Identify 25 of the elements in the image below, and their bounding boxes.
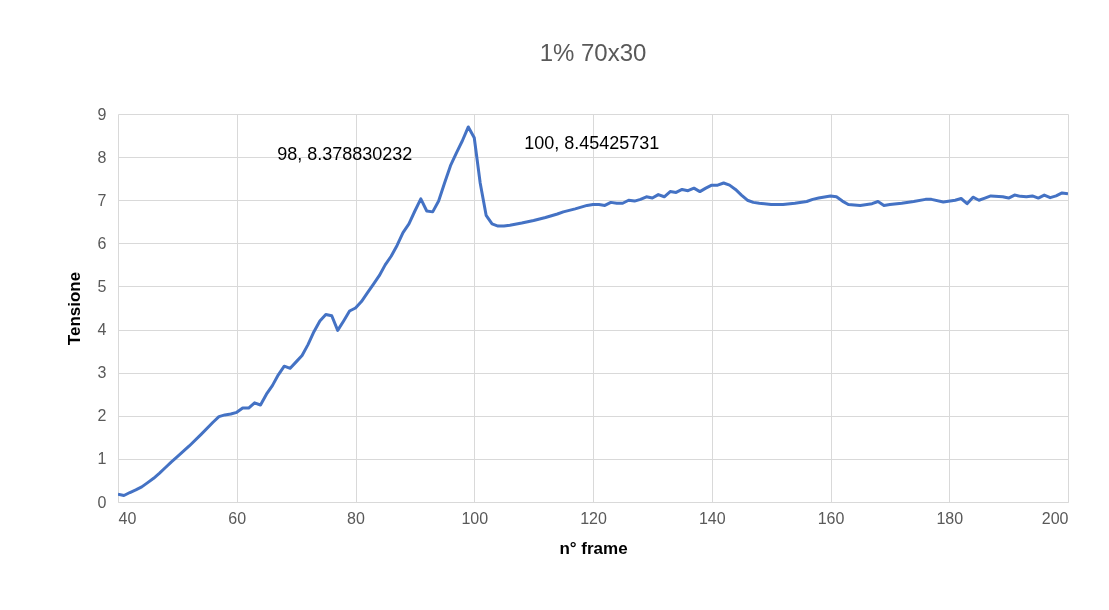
x-tick-label: 80 — [347, 509, 365, 527]
y-tick-label: 2 — [97, 407, 107, 425]
chart-title: 1% 70x30 — [539, 39, 647, 66]
annotation: 100, 8.45425731 — [524, 132, 660, 153]
annotation: 98, 8.378830232 — [277, 143, 413, 164]
y-tick-label: 3 — [97, 364, 107, 382]
x-tick-label: 160 — [817, 509, 845, 527]
y-tick-label: 7 — [97, 191, 107, 209]
y-tick-label: 5 — [97, 277, 107, 295]
y-tick-label: 1 — [97, 450, 107, 468]
x-tick-label: 60 — [228, 509, 247, 527]
x-axis-title: n° frame — [559, 538, 628, 558]
y-tick-label: 6 — [97, 234, 107, 252]
x-tick-label: 40 — [118, 509, 137, 527]
x-tick-label: 200 — [1041, 509, 1069, 527]
x-tick-label: 180 — [936, 509, 964, 527]
y-tick-label: 0 — [97, 493, 107, 511]
y-tick-label: 4 — [97, 321, 107, 339]
line-series — [118, 125, 1068, 498]
x-tick-label: 100 — [461, 509, 489, 527]
y-tick-label: 8 — [97, 148, 107, 166]
x-tick-label: 140 — [698, 509, 726, 527]
x-tick-label: 120 — [580, 509, 607, 527]
y-axis-title: Tensione — [64, 271, 84, 346]
y-tick-label: 9 — [97, 105, 107, 123]
